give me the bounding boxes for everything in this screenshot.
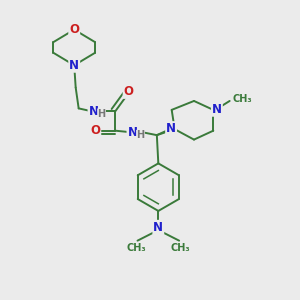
Text: H: H <box>136 130 145 140</box>
Text: N: N <box>88 105 98 118</box>
Text: N: N <box>212 103 222 116</box>
Text: CH₃: CH₃ <box>126 243 146 253</box>
Text: N: N <box>166 122 176 135</box>
Text: O: O <box>69 23 79 36</box>
Text: CH₃: CH₃ <box>232 94 252 104</box>
Text: O: O <box>90 124 100 137</box>
Text: N: N <box>153 221 163 234</box>
Text: H: H <box>98 109 106 119</box>
Text: CH₃: CH₃ <box>171 243 190 253</box>
Text: O: O <box>124 85 134 98</box>
Text: N: N <box>69 59 79 72</box>
Text: N: N <box>128 126 137 139</box>
